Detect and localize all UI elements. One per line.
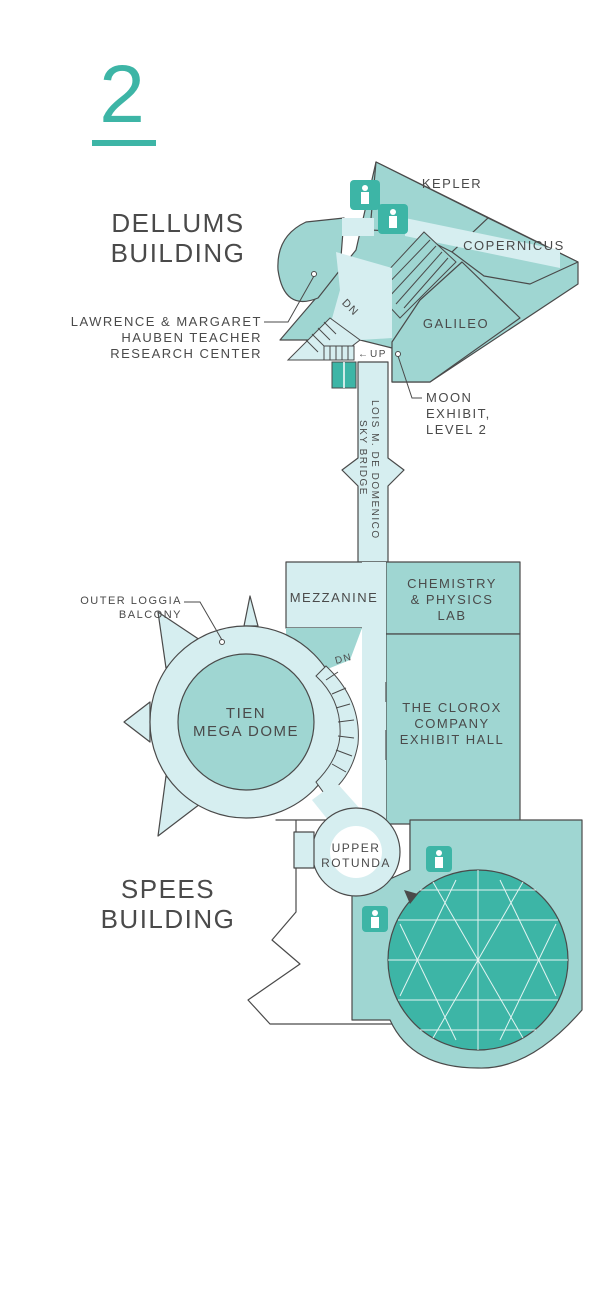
building-dellums-line2: BUILDING [111, 238, 246, 268]
label-clorox-line2: COMPANY [414, 716, 489, 731]
up-arrow-icon: ← [358, 349, 368, 360]
callout-loggia-line2: BALCONY [119, 609, 182, 621]
callout-hauben-line2: HAUBEN TEACHER [121, 330, 262, 345]
loggia-spike [243, 595, 259, 627]
planetarium-dome-grid [388, 870, 568, 1050]
label-rotunda-line1: UPPER [332, 841, 381, 855]
stairs-dn-mezzanine: DN [334, 652, 354, 667]
label-sky-bridge-line1: LOIS M. DE DOMENICO [369, 400, 380, 540]
rotunda-alcove [293, 831, 315, 869]
galileo-stairs-icon [371, 231, 457, 319]
label-mezzanine: MEZZANINE [290, 590, 379, 605]
room-tien-mega-dome[interactable] [177, 653, 315, 791]
moon-leader [397, 355, 422, 399]
label-sky-bridge-line2: SKY BRIDGE [357, 420, 368, 496]
copernicus-hallway [405, 218, 560, 268]
label-copernicus: COPERNICUS [463, 238, 565, 253]
room-galileo[interactable] [391, 261, 521, 383]
callout-moon-line2: EXHIBIT, [426, 406, 491, 421]
callout-hauben-line1: LAWRENCE & MARGARET [71, 314, 262, 329]
dellums-corridor [326, 252, 392, 340]
callout-moon-line3: LEVEL 2 [426, 422, 487, 437]
elevator-icon[interactable] [331, 361, 357, 389]
rotunda-center [330, 826, 382, 878]
loggia-dot [219, 639, 225, 645]
hauben-leader [264, 275, 315, 323]
restroom-icon[interactable] [350, 180, 380, 210]
restroom-annex [342, 218, 374, 236]
building-spees-line1: SPEES [121, 874, 215, 904]
hauben-dot [311, 271, 317, 277]
label-lab-line3: LAB [437, 608, 466, 623]
restroom-icon[interactable] [362, 906, 388, 932]
entrance-arrow-icon [404, 890, 418, 904]
stairs-icon [286, 317, 361, 361]
label-galileo: GALILEO [423, 316, 489, 331]
label-clorox-line3: EXHIBIT HALL [400, 732, 504, 747]
callout-moon-line1: MOON [426, 390, 472, 405]
building-dellums-line1: DELLUMS [111, 208, 244, 238]
room-clorox-hall[interactable] [385, 633, 521, 825]
room-hauben-center[interactable] [277, 217, 345, 303]
label-dome-line2: MEGA DOME [193, 723, 299, 740]
stairs-up: UP [370, 349, 387, 360]
label-lab-line2: & PHYSICS [411, 592, 494, 607]
label-rotunda-line2: ROTUNDA [321, 856, 391, 870]
restroom-icon[interactable] [378, 204, 408, 234]
building-spees-line2: BUILDING [101, 904, 236, 934]
label-dome-line1: TIEN [226, 705, 266, 722]
loggia-spike [123, 701, 151, 743]
moon-dot [395, 351, 401, 357]
loggia-leader [184, 601, 223, 641]
floor-number: 2 [99, 49, 145, 140]
restroom-icon[interactable] [426, 846, 452, 872]
callout-hauben-line3: RESEARCH CENTER [110, 346, 262, 361]
callout-loggia-line1: OUTER LOGGIA [80, 595, 182, 607]
label-clorox-line1: THE CLOROX [402, 700, 502, 715]
label-lab-line1: CHEMISTRY [407, 576, 497, 591]
spees-corridor [362, 562, 386, 824]
floor-number-underline [92, 140, 156, 146]
label-kepler: KEPLER [422, 176, 482, 191]
